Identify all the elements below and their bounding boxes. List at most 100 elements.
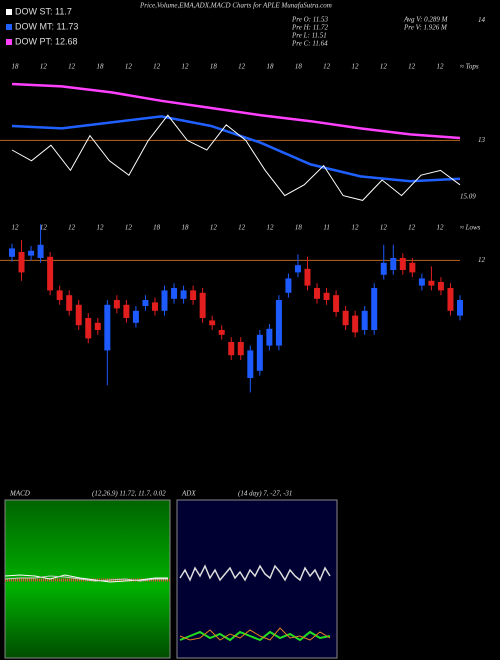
stat: Pre C: 11.64 [291,40,328,48]
price-label: 15.09 [460,193,476,201]
adx-minus-di [179,627,331,641]
top-date: 12 [323,63,331,71]
bottom-date: 12 [408,224,416,232]
candle-body [304,268,311,286]
candle-body [371,288,378,330]
candle-body [75,304,82,326]
ema-line [11,115,461,183]
candle-body [256,334,263,371]
y-tick-label: 12 [478,256,486,264]
legend-entry: DOW PT: 12.68 [15,36,78,46]
candle-body [161,290,168,311]
bottom-date: 12 [97,224,105,232]
stat: Pre H: 11.72 [291,24,328,32]
adx-title: ADX [181,490,196,498]
bottom-date: 18 [153,224,161,232]
top-date: 12 [182,63,190,71]
candle-body [123,304,130,318]
candle-body [113,300,120,309]
candle-body [190,290,197,300]
candle-body [390,258,397,270]
candle-body [9,248,15,257]
candle-body [418,278,425,286]
legend-entry: DOW MT: 11.73 [15,21,78,31]
bottom-date: 12 [352,224,360,232]
bottom-date: 12 [437,224,445,232]
bottom-date: 18 [295,224,303,232]
legend-swatch [6,9,12,15]
ema-line [11,114,461,201]
bottom-date: 12 [68,224,76,232]
candle-body [218,330,225,335]
candle-body [323,292,330,300]
top-date: 18 [295,63,303,71]
candle-body [151,302,158,311]
candle-body [380,262,387,275]
candle-body [333,295,340,312]
candle-body [399,258,406,270]
adx-line [179,564,331,582]
candle-body [314,288,321,299]
bottom-date: 12 [238,224,246,232]
candle-body [171,288,178,299]
bottom-date: 12 [267,224,275,232]
bottom-date: 12 [380,224,388,232]
top-date: 12 [68,63,76,71]
macd-values: (12,26,9) 11.72, 11.7, 0.02 [92,490,166,498]
top-date: 12 [437,63,445,71]
candle-body [447,288,454,311]
macd-line [4,574,168,583]
y-tick-label: 14 [478,16,486,24]
top-date: 18 [12,63,20,71]
top-date: 12 [125,63,133,71]
candle-body [428,280,435,286]
stat: Pre V: 1.926 M [403,24,448,32]
bottom-date: 18 [182,224,190,232]
candle-body [56,290,63,300]
top-date: 12 [40,63,48,71]
candle-body [37,244,44,258]
y-tick-label: 13 [478,136,486,144]
adx-values: (14 day) 7, -27, -31 [238,490,292,498]
ema-line [11,82,461,140]
candle-body [180,290,187,299]
candle-body [285,278,292,293]
candle-body [66,295,73,311]
candle-body [199,292,206,318]
candle-body [47,256,54,291]
top-date: 12 [238,63,246,71]
top-date: 12 [153,63,161,71]
macd-title: MACD [9,490,30,498]
stat: Pre L: 11.51 [291,32,327,40]
bottom-date: 12 [12,224,20,232]
bottom-date: 12 [125,224,133,232]
candle-body [361,310,368,330]
chart-title: Price,Volume,EMA,ADX,MACD Charts for APL… [139,2,332,10]
top-date: 18 [97,63,105,71]
candle-body [228,342,235,356]
macd-signal [4,575,168,582]
stat: Avg V: 0.289 M [403,16,449,24]
lows-label: ≈ Lows [460,224,481,232]
candle-body [104,304,111,351]
candle-body [275,300,282,346]
tops-label: ≈ Tops [460,63,479,71]
top-date: 12 [380,63,388,71]
candle-body [28,250,35,256]
candle-body [18,252,25,273]
legend-swatch [6,39,12,45]
candle-body [209,320,216,326]
candle-body [94,322,101,330]
bottom-date: 12 [40,224,48,232]
top-date: 12 [352,63,360,71]
adx-plus-di [179,630,331,642]
candle-body [266,328,273,346]
candle-body [342,310,349,326]
candle-body [237,342,244,356]
bottom-date: 12 [210,224,218,232]
top-date: 18 [267,63,275,71]
candle-body [85,318,92,339]
candle-body [142,300,149,306]
candle-body [457,300,463,316]
